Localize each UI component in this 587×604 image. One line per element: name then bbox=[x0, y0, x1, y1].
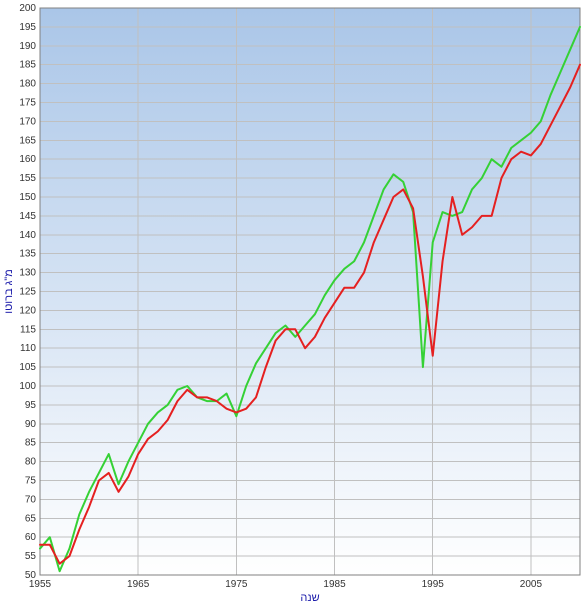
y-tick-label: 70 bbox=[25, 494, 37, 505]
y-tick-label: 125 bbox=[19, 287, 36, 298]
y-tick-label: 165 bbox=[19, 135, 36, 146]
y-tick-label: 65 bbox=[25, 513, 37, 524]
y-tick-label: 95 bbox=[25, 400, 37, 411]
y-tick-label: 170 bbox=[19, 116, 36, 127]
x-tick-label: 2005 bbox=[520, 579, 543, 590]
x-tick-label: 1965 bbox=[127, 579, 150, 590]
x-tick-label: 1995 bbox=[422, 579, 445, 590]
y-tick-label: 135 bbox=[19, 249, 36, 260]
y-tick-label: 150 bbox=[19, 192, 36, 203]
y-tick-label: 90 bbox=[25, 419, 37, 430]
y-tick-label: 80 bbox=[25, 457, 37, 468]
y-tick-label: 115 bbox=[20, 324, 36, 335]
x-tick-label: 1975 bbox=[225, 579, 248, 590]
x-tick-label: 1985 bbox=[323, 579, 346, 590]
y-tick-label: 155 bbox=[19, 173, 36, 184]
y-tick-label: 120 bbox=[19, 305, 36, 316]
y-tick-label: 110 bbox=[20, 343, 36, 354]
y-tick-label: 130 bbox=[19, 268, 36, 279]
y-tick-label: 60 bbox=[25, 532, 37, 543]
y-tick-label: 140 bbox=[19, 230, 36, 241]
y-tick-label: 85 bbox=[25, 438, 37, 449]
y-tick-label: 160 bbox=[19, 154, 36, 165]
y-tick-label: 75 bbox=[25, 476, 37, 487]
y-tick-label: 105 bbox=[19, 362, 36, 373]
y-tick-label: 100 bbox=[19, 381, 36, 392]
y-tick-label: 180 bbox=[19, 79, 36, 90]
y-tick-labels: 5055606570758085909510010511011512012513… bbox=[19, 3, 36, 581]
y-tick-label: 175 bbox=[19, 98, 36, 109]
y-tick-label: 145 bbox=[19, 211, 36, 222]
y-tick-label: 195 bbox=[19, 22, 36, 33]
y-tick-label: 200 bbox=[19, 3, 36, 14]
line-chart: 5055606570758085909510010511011512012513… bbox=[0, 0, 587, 604]
x-tick-labels: 1955 1965 1975 1985 1995 2005 bbox=[29, 579, 543, 590]
x-axis-title: שנה bbox=[300, 592, 319, 604]
y-axis-title: מ"ג ברוטו bbox=[3, 269, 15, 314]
x-tick-label: 1955 bbox=[29, 579, 52, 590]
y-tick-label: 55 bbox=[25, 551, 37, 562]
y-tick-label: 190 bbox=[19, 41, 36, 52]
y-tick-label: 185 bbox=[19, 60, 36, 71]
chart-svg: 5055606570758085909510010511011512012513… bbox=[0, 0, 587, 604]
